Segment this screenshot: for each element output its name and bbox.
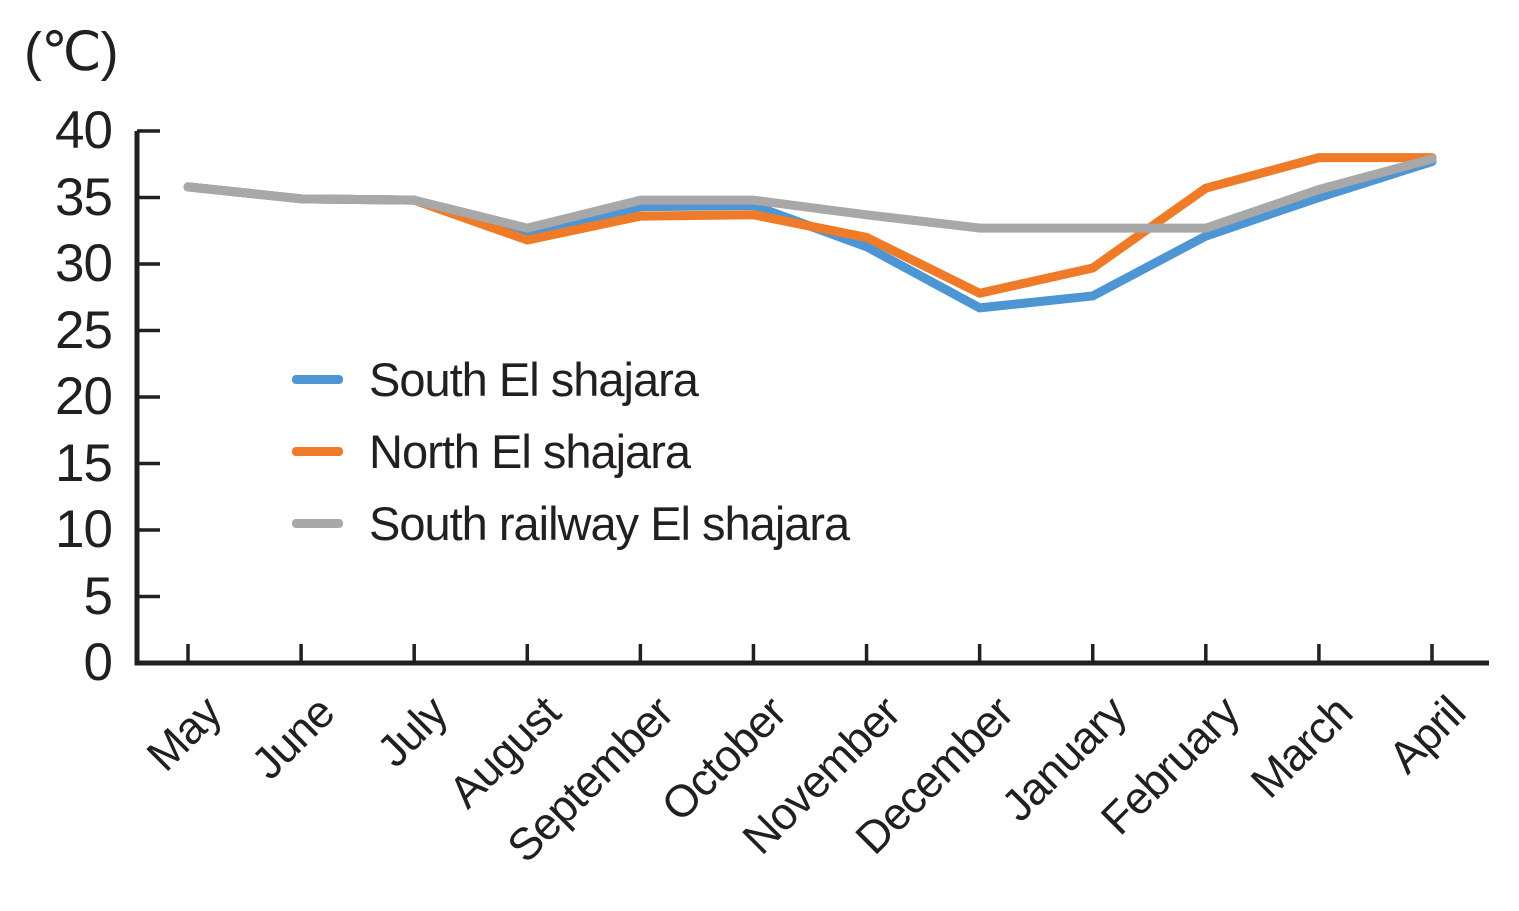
chart-legend: South El shajara North El shajara South …	[292, 350, 850, 552]
legend-label: South railway El shajara	[369, 496, 850, 550]
legend-label: South El shajara	[369, 352, 699, 406]
y-axis-tick-label: 10	[55, 500, 113, 559]
series-line-south-railway-el-shajara	[183, 154, 1437, 233]
legend-label: North El shajara	[369, 424, 691, 478]
series-line-south-el-shajara	[183, 157, 1437, 313]
legend-line-swatch-orange	[292, 446, 343, 456]
y-axis-tick-label: 5	[83, 566, 113, 626]
legend-line-swatch-blue	[292, 374, 343, 384]
legend-item-north-el-shajara: North El shajara	[292, 422, 849, 480]
legend-item-south-el-shajara: South El shajara	[292, 350, 849, 408]
y-axis-tick-label: 25	[55, 300, 113, 360]
y-axis-tick-label: 20	[55, 367, 113, 426]
legend-item-south-railway-el-shajara: South railway El shajara	[292, 494, 850, 552]
y-axis-tick-label: 30	[55, 234, 113, 293]
y-axis-tick-label: 35	[55, 167, 113, 227]
y-axis-tick-label: 15	[55, 433, 113, 493]
y-axis-tick-label: 0	[83, 633, 113, 692]
y-axis-unit-label: (℃)	[24, 22, 119, 82]
y-axis-tick-label: 40	[55, 101, 113, 160]
legend-line-swatch-gray	[292, 518, 343, 528]
